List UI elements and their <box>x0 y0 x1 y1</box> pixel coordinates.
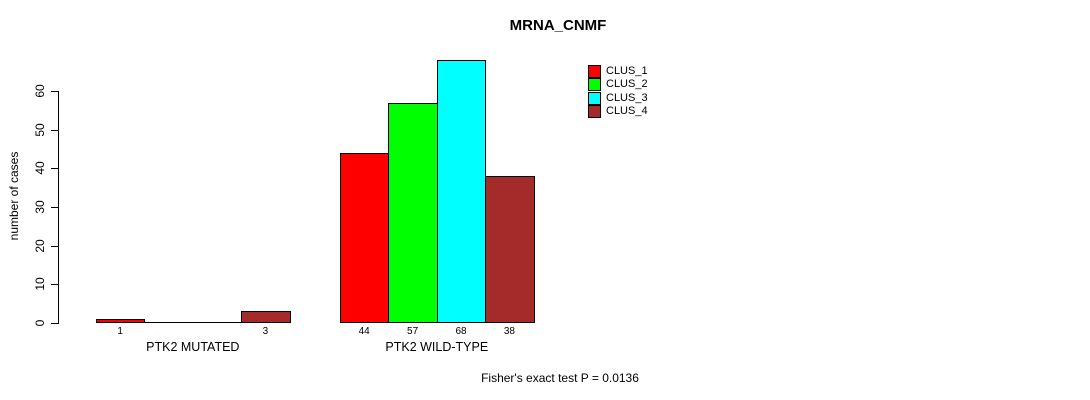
x-axis-baseline <box>96 322 290 323</box>
y-axis-label: number of cases <box>7 151 21 241</box>
bar-clus-4-ptk2-wild-type <box>485 176 535 323</box>
chart-title: MRNA_CNMF <box>509 17 607 34</box>
y-axis-tick <box>50 90 58 92</box>
legend-label: CLUS_4 <box>606 105 648 118</box>
y-axis-tick <box>50 323 58 324</box>
bar-clus-2-ptk2-wild-type <box>388 102 438 323</box>
legend-label: CLUS_1 <box>606 65 648 77</box>
legend-swatch-clus-1 <box>588 65 601 78</box>
y-axis-tick-label: 0 <box>33 319 47 327</box>
bar-value-label: 44 <box>358 326 370 337</box>
legend-swatch-clus-4 <box>588 105 601 119</box>
y-axis-tick <box>50 168 58 170</box>
y-axis-tick-label: 20 <box>33 238 47 253</box>
bar-value-label: 57 <box>407 326 419 337</box>
footnote: Fisher's exact test P = 0.0136 <box>481 371 639 385</box>
bar-clus-4-ptk2-mutated <box>241 311 291 323</box>
bar-clus-1-ptk2-wild-type <box>340 152 390 323</box>
y-axis-tick-label: 60 <box>33 84 47 98</box>
y-axis-tick-label: 50 <box>33 122 47 137</box>
legend-label: CLUS_3 <box>606 91 648 104</box>
y-axis-tick <box>50 129 58 131</box>
legend-swatch-clus-3 <box>588 91 601 105</box>
bar-clus-3-ptk2-wild-type <box>436 60 487 323</box>
y-axis-tick-label: 40 <box>33 161 47 175</box>
x-axis-group-label-ptk2-mutated: PTK2 MUTATED <box>146 340 240 354</box>
legend-label: CLUS_2 <box>606 78 648 91</box>
bar-value-label: 3 <box>262 326 269 337</box>
y-axis-tick-label: 10 <box>33 277 47 292</box>
y-axis-tick-label: 30 <box>33 200 47 214</box>
legend-item-clus-3: CLUS_3 <box>588 91 648 105</box>
y-axis-tick <box>50 206 58 208</box>
y-axis-tick <box>50 245 58 247</box>
y-axis-tick <box>50 284 58 286</box>
legend-item-clus-4: CLUS_4 <box>588 105 648 119</box>
legend-swatch-clus-2 <box>588 78 601 92</box>
legend-item-clus-2: CLUS_2 <box>588 78 648 92</box>
legend-item-clus-1: CLUS_1 <box>588 65 648 78</box>
bar-value-label: 38 <box>503 326 515 337</box>
bar-value-label: 1 <box>117 326 123 337</box>
x-axis-group-label-ptk2-wild-type: PTK2 WILD-TYPE <box>385 340 489 354</box>
y-axis-line <box>57 90 59 324</box>
bar-clus-1-ptk2-mutated <box>96 319 146 323</box>
bar-value-label: 68 <box>455 326 467 337</box>
